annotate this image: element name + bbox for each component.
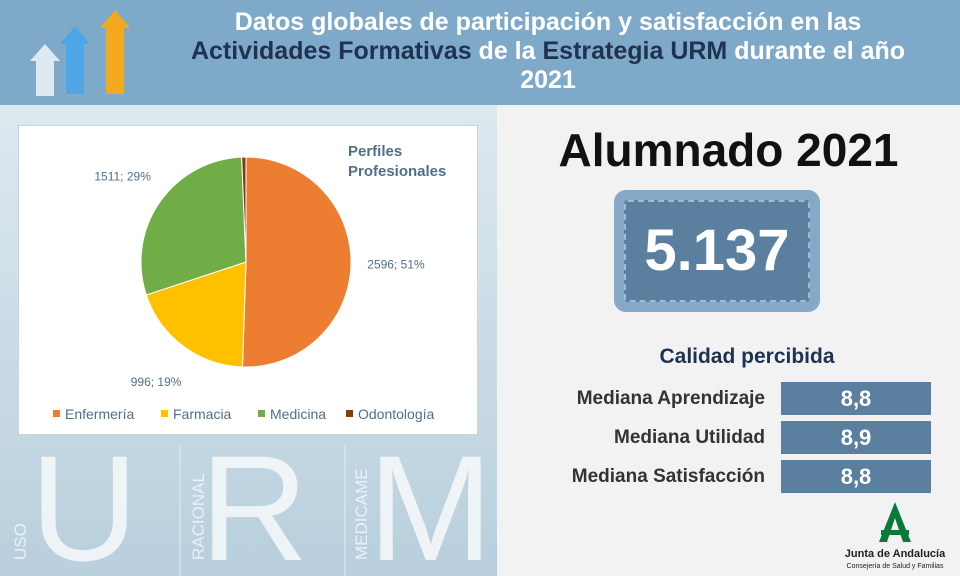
title-highlight: Actividades Formativas — [190, 37, 472, 65]
pie-slice — [241, 156, 247, 263]
bg-letter: U — [30, 424, 138, 576]
legend-swatch — [161, 410, 168, 417]
pie-slice — [145, 261, 247, 368]
header: Datos globales de participación y satisf… — [0, 0, 960, 105]
quality-label: Mediana Aprendizaje — [576, 388, 765, 409]
bg-word: USO — [11, 523, 30, 560]
chart-title: Perfiles Profesionales — [348, 143, 446, 180]
alumnado-title: Alumnado 2021 — [558, 124, 899, 176]
background-letters: U R M USO RACIONAL MEDICAME — [11, 424, 493, 576]
quality-label: Mediana Utilidad — [614, 427, 765, 448]
bg-letter: R — [200, 424, 308, 576]
right-panel: Alumnado 2021 5.137 Calidad percibida Me… — [497, 105, 960, 576]
arrows-icon — [30, 10, 130, 96]
legend-label: Farmacia — [173, 406, 232, 422]
quality-value: 8,8 — [781, 382, 931, 415]
quality-value: 8,8 — [781, 460, 931, 493]
legend-label: Medicina — [270, 406, 326, 422]
quality-value: 8,9 — [781, 421, 931, 454]
logo-name: Junta de Andalucía — [844, 548, 946, 560]
bg-letter: M — [368, 424, 493, 576]
legend-label: Odontología — [358, 406, 434, 422]
data-label: 996; 19% — [131, 375, 182, 389]
title-text: de la — [471, 37, 543, 65]
quality-label: Mediana Satisfacción — [571, 466, 765, 487]
data-label: 1511; 29% — [94, 170, 151, 184]
count-value: 5.137 — [624, 200, 810, 302]
logo-icon — [879, 502, 911, 542]
pie-chart: Perfiles Profesionales 2596; 51% 996; 19% 1… — [18, 125, 478, 435]
pie-slice — [241, 156, 352, 368]
title-text: durante el año 2021 — [520, 37, 906, 94]
title: Datos globales de participación y satisf… — [170, 8, 926, 95]
pie-slice — [140, 156, 247, 296]
quality-title: Calidad percibida — [659, 345, 835, 368]
data-label: 2596; 51% — [367, 258, 425, 272]
bg-word: MEDICAME — [352, 468, 371, 560]
title-text: Datos globales de participación y satisf… — [234, 8, 862, 36]
legend-label: Enfermería — [65, 406, 134, 422]
title-highlight: Estrategia URM — [542, 37, 728, 65]
count-box: 5.137 — [614, 190, 820, 312]
bg-word: RACIONAL — [189, 473, 208, 560]
logo-subtitle: Consejería de Salud y Familias — [846, 563, 944, 570]
legend-swatch — [258, 410, 265, 417]
legend-swatch — [53, 410, 60, 417]
legend-swatch — [346, 410, 353, 417]
